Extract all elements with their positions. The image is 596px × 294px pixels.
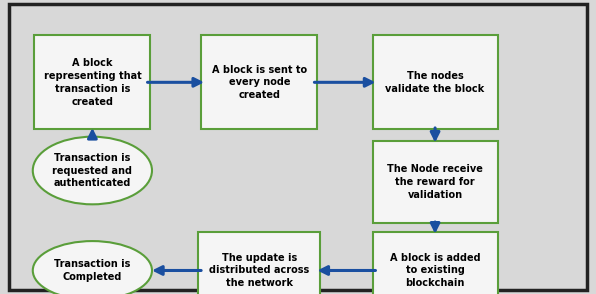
Text: The nodes
validate the block: The nodes validate the block <box>386 71 485 94</box>
Text: Transaction is
requested and
authenticated: Transaction is requested and authenticat… <box>52 153 132 188</box>
Ellipse shape <box>33 137 152 204</box>
FancyBboxPatch shape <box>372 35 498 129</box>
Text: The Node receive
the reward for
validation: The Node receive the reward for validati… <box>387 164 483 200</box>
Text: A block
representing that
transaction is
created: A block representing that transaction is… <box>44 58 141 106</box>
FancyBboxPatch shape <box>201 35 317 129</box>
FancyBboxPatch shape <box>372 141 498 223</box>
FancyBboxPatch shape <box>372 232 498 294</box>
Text: A block is sent to
every node
created: A block is sent to every node created <box>212 64 307 100</box>
Text: A block is added
to existing
blockchain: A block is added to existing blockchain <box>390 253 480 288</box>
Text: Transaction is
Completed: Transaction is Completed <box>54 259 131 282</box>
FancyBboxPatch shape <box>35 35 150 129</box>
Ellipse shape <box>33 241 152 294</box>
Text: The update is
distributed across
the network: The update is distributed across the net… <box>209 253 309 288</box>
FancyBboxPatch shape <box>198 232 321 294</box>
FancyBboxPatch shape <box>9 4 587 290</box>
